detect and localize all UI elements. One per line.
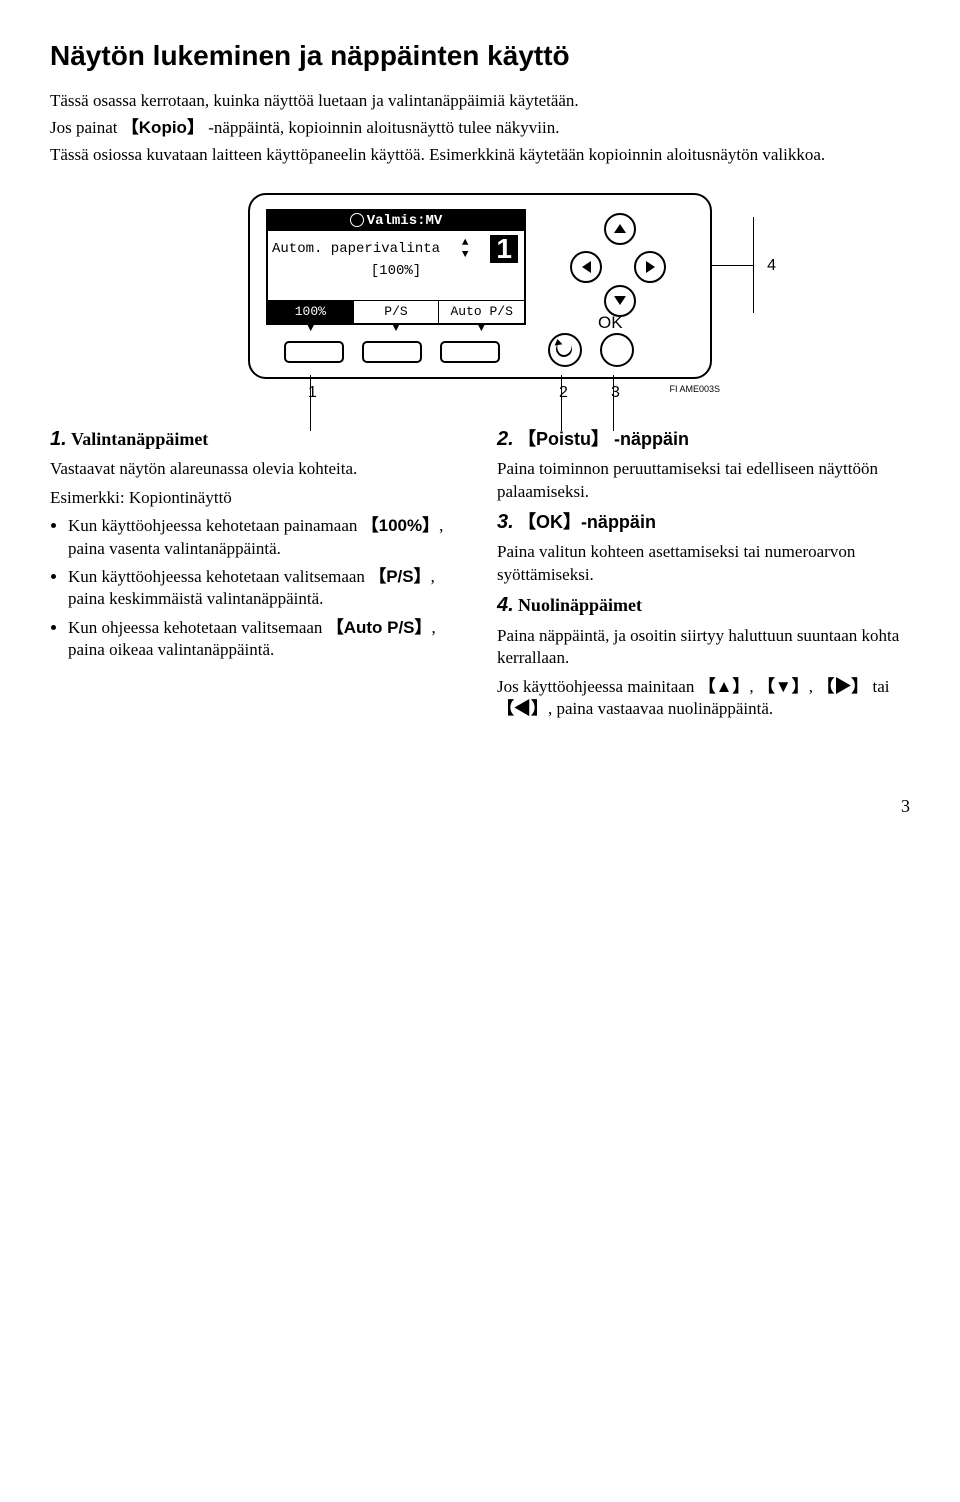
lcd-screen: Valmis:MV Autom. paperivalinta ▲▼ 1 [100…	[266, 209, 526, 325]
item3-num: 3.	[497, 511, 514, 533]
softkey-1	[284, 341, 344, 363]
callout-2-label: 2	[559, 384, 568, 402]
callout-line	[710, 265, 754, 266]
ready-icon	[350, 213, 364, 227]
dpad-left	[570, 251, 602, 283]
lcd-zoom-text: [100%]	[268, 263, 524, 279]
key-ps: P/S	[369, 567, 430, 586]
key-down: 【▼】	[758, 677, 809, 696]
escape-button	[548, 333, 582, 367]
text: Jos käyttöohjeessa mainitaan	[497, 677, 699, 696]
key-up: 【▲】	[699, 677, 750, 696]
item3-suffix: -näppäin	[581, 512, 656, 532]
callout-3-label: 3	[611, 384, 620, 402]
item3-head: 3. OK-näppäin	[497, 509, 910, 535]
ok-key: OK	[518, 512, 581, 532]
item1-bullet3: Kun ohjeessa kehotetaan valitsemaan Auto…	[68, 617, 463, 662]
text: , paina vastaavaa nuolinäppäintä.	[548, 699, 773, 718]
arrow-down-icon: ▼	[439, 321, 524, 335]
text: Jos painat	[50, 118, 122, 137]
lcd-tab-100: 100%	[268, 301, 354, 323]
lcd-copy-count: 1	[490, 235, 518, 263]
intro-line-2: Jos painat Kopio -näppäintä, kopioinnin …	[50, 117, 910, 140]
intro-line-1: Tässä osassa kerrotaan, kuinka näyttöä l…	[50, 90, 910, 113]
lcd-tab-autops: Auto P/S	[439, 301, 524, 323]
lcd-tab-arrows: ▼ ▼ ▼	[268, 321, 524, 335]
text: -näppäintä, kopioinnin aloitusnäyttö tul…	[204, 118, 560, 137]
lcd-status-text: Valmis:MV	[367, 213, 443, 229]
softkey-3	[440, 341, 500, 363]
key-autops: Auto P/S	[327, 618, 432, 637]
dpad	[570, 217, 666, 313]
key-right: 【▶】	[817, 677, 868, 696]
device-panel-frame: Valmis:MV Autom. paperivalinta ▲▼ 1 [100…	[248, 193, 712, 379]
softkey-2	[362, 341, 422, 363]
lcd-status-row: Valmis:MV	[268, 211, 524, 231]
item4-head: 4. Nuolinäppäimet	[497, 592, 910, 618]
item4-num: 4.	[497, 594, 514, 616]
callout-1-label: 1	[308, 384, 317, 402]
intro-line-3: Tässä osiossa kuvataan laitteen käyttöpa…	[50, 144, 910, 167]
callout-numbers-row: 1 2 3 FI AME003S	[250, 384, 710, 408]
right-arrow-icon: ▶	[834, 677, 851, 696]
item2-num: 2.	[497, 428, 514, 450]
up-arrow-icon: ▲	[716, 677, 733, 696]
item1-bullet2: Kun käyttöohjeessa kehotetaan valitsemaa…	[68, 566, 463, 611]
left-arrow-icon: ◀	[514, 699, 531, 718]
item3-p1: Paina valitun kohteen asettamiseksi tai …	[497, 541, 910, 586]
callout-line	[753, 217, 754, 313]
text: Kun ohjeessa kehotetaan valitsemaan	[68, 618, 327, 637]
escape-icon-arrow	[554, 338, 563, 345]
item1-p2: Esimerkki: Kopiontinäyttö	[50, 487, 463, 509]
item1-p1: Vastaavat näytön alareunassa olevia koht…	[50, 458, 463, 480]
item2-p1: Paina toiminnon peruuttamiseksi tai edel…	[497, 458, 910, 503]
item4-p1: Paina näppäintä, ja osoitin siirtyy halu…	[497, 625, 910, 670]
lcd-paper-text: Autom. paperivalinta	[272, 241, 440, 257]
lcd-row2: Autom. paperivalinta ▲▼ 1	[268, 231, 524, 263]
panel-figure: Valmis:MV Autom. paperivalinta ▲▼ 1 [100…	[50, 193, 910, 408]
item1-bullet1: Kun käyttöohjeessa kehotetaan painamaan …	[68, 515, 463, 560]
right-column: 2. Poistu -näppäin Paina toiminnon peruu…	[497, 426, 910, 727]
item2-head: 2. Poistu -näppäin	[497, 426, 910, 452]
key-100: 100%	[362, 516, 439, 535]
down-arrow-icon: ▼	[775, 677, 792, 696]
left-column: 1. Valintanäppäimet Vastaavat näytön ala…	[50, 426, 463, 727]
poistu-key: Poistu	[518, 429, 609, 449]
item1-num: 1.	[50, 428, 67, 450]
intro-block: Tässä osassa kerrotaan, kuinka näyttöä l…	[50, 90, 910, 167]
item2-suffix: -näppäin	[609, 429, 689, 449]
item4-p2: Jos käyttöohjeessa mainitaan 【▲】, 【▼】, 【…	[497, 676, 910, 721]
item1-title: Valintanäppäimet	[71, 429, 208, 449]
dpad-right	[634, 251, 666, 283]
text: Kun käyttöohjeessa kehotetaan valitsemaa…	[68, 567, 369, 586]
figure-code: FI AME003S	[669, 384, 720, 394]
page-title: Näytön lukeminen ja näppäinten käyttö	[50, 40, 910, 72]
lcd-tabs: 100% P/S Auto P/S	[268, 300, 524, 323]
item1-head: 1. Valintanäppäimet	[50, 426, 463, 452]
item4-title: Nuolinäppäimet	[518, 595, 642, 615]
page-number: 3	[50, 796, 910, 817]
ok-button	[600, 333, 634, 367]
updown-icon: ▲▼	[462, 237, 469, 261]
lcd-tab-ps: P/S	[354, 301, 440, 323]
key-left: 【◀】	[497, 699, 548, 718]
arrow-down-icon: ▼	[353, 321, 438, 335]
item1-list: Kun käyttöohjeessa kehotetaan painamaan …	[50, 515, 463, 662]
dpad-up	[604, 213, 636, 245]
kopio-key: Kopio	[122, 118, 204, 137]
arrow-down-icon: ▼	[268, 321, 353, 335]
body-columns: 1. Valintanäppäimet Vastaavat näytön ala…	[50, 426, 910, 727]
text: Kun käyttöohjeessa kehotetaan painamaan	[68, 516, 362, 535]
callout-4-label: 4	[767, 257, 776, 275]
dpad-down	[604, 285, 636, 317]
